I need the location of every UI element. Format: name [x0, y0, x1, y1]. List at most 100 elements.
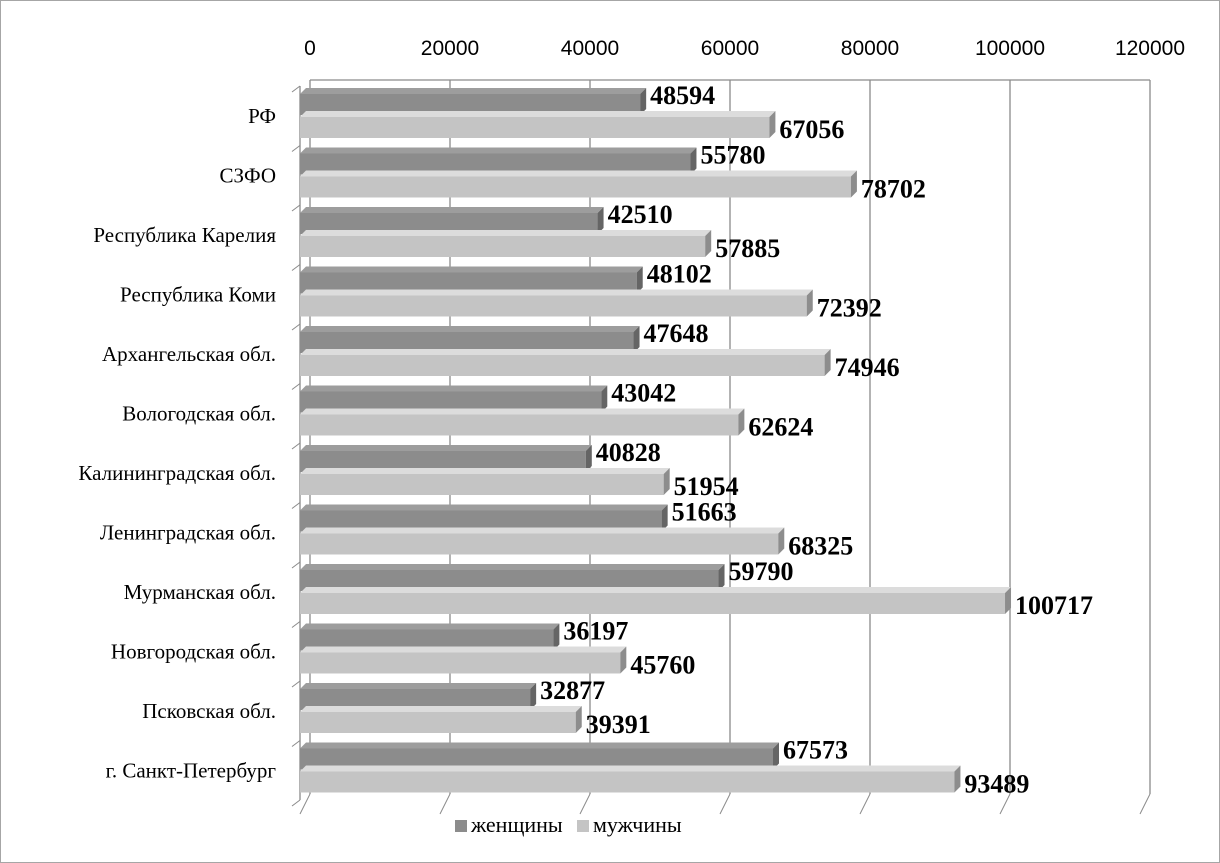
x-tick-label: 0 — [304, 37, 316, 60]
y-tick — [291, 740, 301, 747]
data-label: 59790 — [729, 557, 794, 586]
bar-end — [769, 111, 776, 138]
legend: женщины мужчины — [455, 812, 682, 837]
bar — [300, 355, 825, 376]
y-tick — [291, 561, 301, 569]
bar-end — [585, 445, 592, 472]
data-label: 36197 — [563, 617, 628, 646]
bar — [300, 153, 691, 175]
data-label: 100717 — [1015, 591, 1093, 620]
bar-end — [850, 170, 857, 198]
bar — [300, 510, 662, 532]
bar — [300, 332, 634, 353]
data-label: 93489 — [964, 770, 1029, 799]
bar-top — [300, 504, 668, 511]
category-label: Республика Коми — [120, 282, 276, 306]
y-tick — [291, 502, 301, 509]
bar — [300, 176, 851, 198]
y-tick — [291, 680, 301, 688]
bar — [300, 117, 770, 138]
data-label: 51954 — [674, 472, 739, 501]
bar-end — [690, 147, 697, 175]
legend-swatch — [455, 820, 467, 832]
data-label: 67056 — [779, 115, 844, 144]
category-label: РФ — [248, 104, 276, 128]
bar-end — [601, 385, 608, 413]
x-tick-label: 40000 — [561, 37, 619, 60]
bar-end — [530, 683, 537, 710]
bar-end — [663, 468, 670, 495]
data-label: 43042 — [611, 379, 676, 408]
bar-end — [718, 564, 725, 591]
bar-top — [300, 445, 592, 451]
bar-end — [620, 646, 627, 674]
data-label: 62624 — [748, 413, 813, 442]
bar-top — [300, 527, 785, 534]
y-tick — [291, 799, 301, 807]
data-label: 47648 — [644, 319, 709, 348]
bar-top — [300, 326, 640, 332]
data-label: 74946 — [835, 353, 900, 382]
bar — [300, 414, 739, 436]
bar-end — [1005, 587, 1012, 614]
data-label: 42510 — [608, 200, 673, 229]
data-label: 39391 — [586, 710, 651, 739]
bar-top — [300, 706, 582, 712]
data-label: 32877 — [540, 676, 605, 705]
bar — [300, 629, 554, 651]
floor-tick — [999, 793, 1011, 815]
category-label: Республика Карелия — [93, 223, 276, 247]
bar — [300, 451, 586, 472]
bar-end — [705, 230, 712, 257]
bar-top — [300, 564, 725, 570]
bar-top — [300, 408, 745, 415]
bar-end — [954, 765, 961, 793]
y-tick — [291, 264, 301, 271]
bar-top — [300, 587, 1012, 593]
legend-swatch — [577, 820, 589, 832]
bar-end — [633, 326, 640, 353]
x-tick-label: 60000 — [701, 37, 759, 60]
floor-tick — [439, 793, 451, 815]
bar-top — [300, 623, 560, 630]
bar-end — [773, 742, 780, 770]
bar-top — [300, 170, 857, 177]
bar-top — [300, 385, 608, 392]
y-tick — [291, 323, 301, 331]
data-label: 57885 — [715, 234, 780, 263]
bar-end — [778, 527, 785, 555]
bar — [300, 533, 779, 555]
category-label: Ленинградская обл. — [100, 520, 276, 544]
bar-top — [300, 111, 776, 117]
floor-tick — [859, 793, 871, 815]
data-label: 45760 — [630, 651, 695, 680]
bar-end — [553, 623, 560, 651]
bar — [300, 748, 774, 770]
category-label: Вологодская обл. — [122, 401, 276, 425]
bar — [300, 213, 598, 234]
x-tick-label: 20000 — [421, 37, 479, 60]
bar-top — [300, 468, 670, 474]
bar — [300, 771, 955, 793]
floor-tick — [719, 793, 731, 815]
bar — [300, 652, 621, 674]
bar-top — [300, 147, 697, 154]
bar-end — [661, 504, 668, 532]
bar-end — [575, 706, 582, 733]
category-label: Новгородская обл. — [111, 639, 276, 663]
floor-tick — [299, 793, 311, 815]
bar — [300, 474, 664, 495]
bar — [300, 391, 602, 413]
y-tick — [291, 383, 301, 390]
y-tick — [291, 145, 301, 152]
bar — [300, 94, 641, 115]
bar-end — [738, 408, 745, 436]
floor-tick — [579, 793, 591, 815]
legend-label: мужчины — [593, 812, 682, 837]
data-label: 55780 — [700, 141, 765, 170]
y-tick — [291, 85, 301, 93]
bar-top — [300, 207, 604, 213]
bar-top — [300, 765, 961, 772]
bar — [300, 689, 531, 710]
